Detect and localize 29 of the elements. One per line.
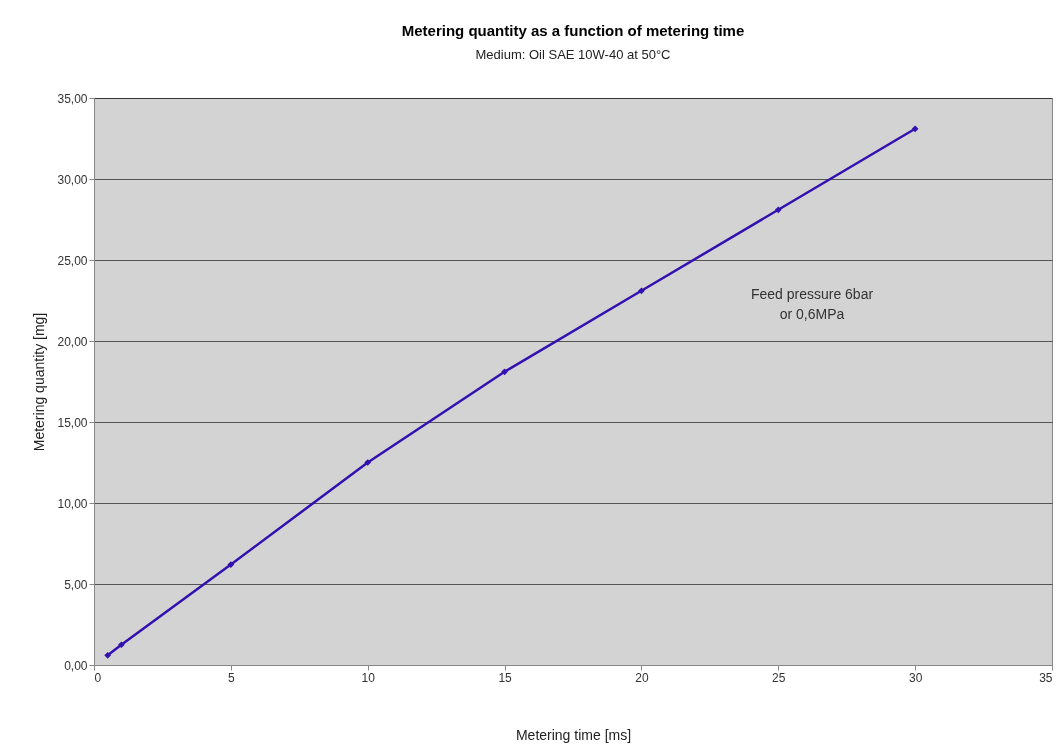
y-tick-label: 10,00 (57, 496, 88, 511)
x-tick-label: 5 (228, 670, 236, 685)
x-tick-label: 20 (635, 670, 649, 685)
y-tick-label: 20,00 (57, 334, 88, 349)
y-axis-title: Metering quantity [mg] (31, 312, 48, 452)
point (104, 651, 112, 659)
x-axis-title: Metering time [ms] (515, 726, 632, 743)
y-tick-label: 25,00 (57, 253, 88, 268)
point (118, 641, 125, 649)
x-tick-label: 10 (361, 670, 376, 685)
y-tick-label: 35,00 (57, 91, 88, 106)
y-tick-label: 15,00 (57, 415, 88, 430)
point (774, 206, 782, 214)
x-tick-label: 15 (498, 670, 513, 685)
x-tick-label: 35 (1039, 670, 1053, 685)
annotation: Feed pressure 6bar or 0,6MPa (750, 286, 874, 322)
point (501, 368, 508, 376)
point (911, 125, 919, 133)
y-tick-label: 30,00 (57, 172, 88, 187)
x-tick-label: 30 (908, 670, 923, 685)
chart-subtitle: Medium: Oil SAE 10W-40 at 50°C (475, 47, 671, 62)
chart-title: Metering quantity as a function of metering time (401, 22, 745, 39)
x-tick-label: 0 (94, 670, 102, 685)
y-tick-label: 0,00 (64, 658, 88, 673)
point (227, 561, 235, 568)
point (638, 287, 645, 295)
x-tick-label: 25 (772, 670, 786, 685)
y-tick-label: 5,00 (64, 577, 88, 592)
point (364, 459, 372, 466)
